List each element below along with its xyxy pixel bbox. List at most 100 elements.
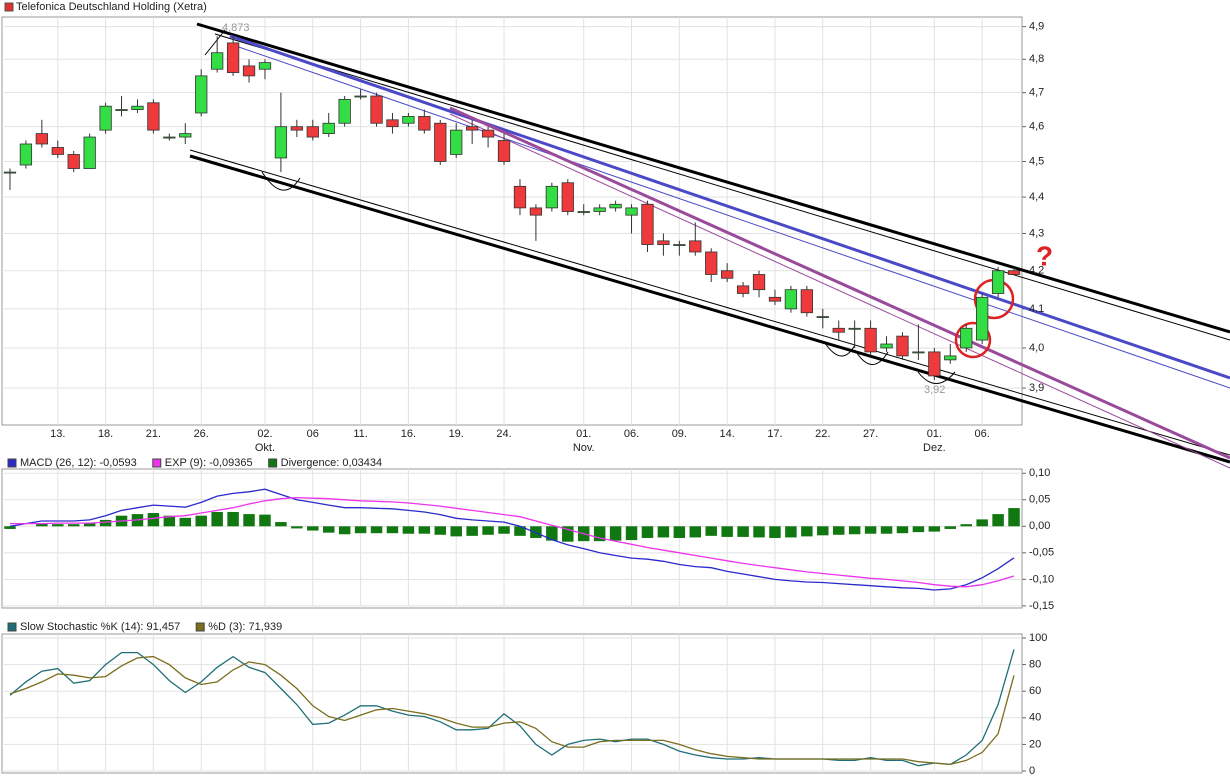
candle-body bbox=[816, 316, 829, 319]
x-tick-label: 01. bbox=[576, 428, 591, 440]
legend-swatch bbox=[7, 458, 17, 468]
histogram-bar bbox=[641, 526, 654, 538]
chart-title: Telefonica Deutschland Holding (Xetra) bbox=[16, 1, 207, 13]
candle-body bbox=[51, 147, 64, 155]
candle-body bbox=[577, 211, 590, 213]
trend-line bbox=[196, 22, 1230, 334]
candle-body bbox=[354, 95, 367, 98]
histogram-bar bbox=[960, 524, 972, 527]
x-tick-label: 11. bbox=[353, 428, 367, 440]
histogram-bar bbox=[832, 526, 845, 535]
legend-swatch bbox=[152, 458, 162, 468]
histogram-bar bbox=[466, 526, 478, 536]
candle-body bbox=[545, 185, 558, 209]
y-tick-label: -0,05 bbox=[1029, 547, 1054, 559]
histogram-bar bbox=[848, 526, 861, 535]
x-tick-label: 17. bbox=[767, 428, 782, 440]
y-tick-label: 4,9 bbox=[1029, 21, 1044, 33]
legend-swatch bbox=[7, 622, 17, 632]
candle-body bbox=[625, 207, 638, 216]
legend-label: Slow Stochastic %K (14): 91,457 bbox=[20, 621, 180, 633]
histogram-bar bbox=[928, 526, 941, 532]
histogram-bar bbox=[769, 526, 781, 538]
x-tick-label: 18. bbox=[98, 428, 113, 440]
trend-line bbox=[189, 154, 1230, 464]
series-line bbox=[10, 496, 1015, 588]
y-tick-label: 40 bbox=[1029, 712, 1041, 724]
plot-area bbox=[1, 633, 1023, 774]
x-tick-label: 21. bbox=[146, 428, 161, 440]
candle-body bbox=[115, 109, 128, 111]
x-month-label: Okt. bbox=[255, 442, 275, 454]
legend-swatch bbox=[268, 458, 278, 468]
x-tick-label: 16. bbox=[401, 428, 416, 440]
histogram-bar bbox=[705, 526, 717, 536]
x-tick-label: 27. bbox=[863, 428, 878, 440]
candle-body bbox=[290, 126, 303, 131]
histogram-bar bbox=[4, 526, 16, 529]
candle-body bbox=[83, 136, 96, 169]
candle-body bbox=[402, 115, 415, 124]
histogram-bar bbox=[195, 515, 207, 527]
y-tick-label: 4,6 bbox=[1029, 121, 1044, 133]
legend-swatch bbox=[4, 2, 14, 12]
histogram-bar bbox=[322, 526, 335, 533]
candle-body bbox=[466, 126, 479, 131]
sketch bbox=[917, 371, 956, 384]
histogram-bar bbox=[36, 523, 48, 527]
sketch bbox=[854, 349, 889, 365]
y-tick-label: 4,0 bbox=[1029, 342, 1044, 354]
candle-body bbox=[561, 182, 574, 212]
histogram-bar bbox=[67, 524, 80, 527]
x-tick-label: 22. bbox=[815, 428, 830, 440]
histogram-bar bbox=[52, 524, 64, 527]
histogram-bar bbox=[227, 511, 239, 527]
y-tick-label: 3,9 bbox=[1029, 382, 1044, 394]
legend-label: MACD (26, 12): -0,0593 bbox=[20, 457, 137, 469]
candle-body bbox=[147, 102, 160, 131]
candle-body bbox=[657, 240, 670, 245]
candle-body bbox=[306, 126, 319, 138]
histogram-bar bbox=[880, 526, 893, 534]
candle-body bbox=[274, 126, 288, 159]
sketch bbox=[204, 29, 226, 56]
series-line bbox=[9, 655, 1015, 766]
series-line bbox=[9, 488, 1015, 591]
candle-body bbox=[800, 289, 813, 314]
histogram-bar bbox=[546, 526, 558, 541]
candle-body bbox=[832, 327, 845, 333]
x-tick-label: 26. bbox=[194, 428, 209, 440]
histogram-bar bbox=[211, 511, 223, 527]
x-tick-label: 09. bbox=[672, 428, 687, 440]
plot-back bbox=[1, 16, 1026, 774]
legend-swatch bbox=[195, 622, 205, 632]
histogram-bar bbox=[418, 526, 431, 534]
x-month-label: Nov. bbox=[573, 442, 595, 454]
histogram-bar bbox=[402, 526, 415, 534]
sketch bbox=[824, 342, 856, 357]
histogram-bar bbox=[673, 526, 686, 538]
histogram-bar bbox=[976, 519, 988, 527]
y-tick-label: -0,10 bbox=[1029, 573, 1054, 585]
candle-body bbox=[258, 62, 272, 70]
histogram-bar bbox=[562, 526, 574, 542]
y-tick-label: 4,2 bbox=[1029, 265, 1044, 277]
histogram-bar bbox=[243, 514, 255, 527]
x-tick-label: 06 bbox=[307, 428, 319, 440]
histogram-bar bbox=[785, 526, 797, 538]
histogram-bar bbox=[721, 526, 733, 537]
histogram-bar bbox=[370, 526, 383, 534]
histogram-bar bbox=[291, 526, 303, 529]
annotation: 4,873 bbox=[222, 22, 250, 34]
histogram-bar bbox=[593, 526, 606, 542]
histogram-bar bbox=[482, 526, 494, 535]
candle-body bbox=[991, 270, 1005, 294]
candle-body bbox=[19, 143, 33, 166]
candle-body bbox=[338, 98, 351, 124]
candle-body bbox=[928, 351, 941, 377]
y-tick-label: 100 bbox=[1029, 632, 1047, 644]
plot-area bbox=[1, 468, 1023, 609]
candle-body bbox=[864, 327, 877, 353]
y-tick-label: 60 bbox=[1029, 685, 1041, 697]
legend-label: EXP (9): -0,09365 bbox=[165, 457, 253, 469]
